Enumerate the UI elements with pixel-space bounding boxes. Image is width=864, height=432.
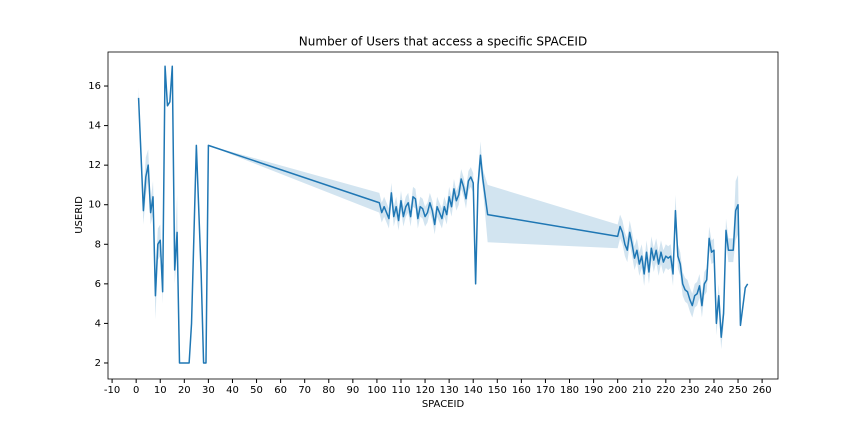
y-tick-label: 14 [88, 121, 101, 132]
x-tick-label: 180 [560, 385, 579, 396]
y-tick-label: 16 [88, 81, 101, 92]
y-axis-label: USERID [74, 196, 85, 234]
line [137, 65, 749, 364]
x-tick-label: 20 [178, 385, 191, 396]
y-tick-label: 10 [88, 200, 101, 211]
x-tick-label: 120 [416, 385, 435, 396]
x-tick-label: -10 [104, 385, 120, 396]
x-tick-label: 70 [298, 385, 311, 396]
x-tick-label: 230 [680, 385, 699, 396]
x-tick-label: 220 [656, 385, 675, 396]
x-tick-label: 130 [440, 385, 459, 396]
x-tick-label: 140 [464, 385, 483, 396]
x-axis-label: SPACEID [422, 399, 465, 410]
x-tick-label: 80 [322, 385, 335, 396]
x-tick-label: 190 [584, 385, 603, 396]
x-tick-label: 200 [608, 385, 627, 396]
x-tick-label: 50 [250, 385, 263, 396]
x-tick-label: 250 [728, 385, 747, 396]
x-tick-label: 260 [753, 385, 772, 396]
x-tick-label: 160 [512, 385, 531, 396]
x-tick-label: 240 [704, 385, 723, 396]
y-tick-label: 2 [95, 358, 101, 369]
x-tick-label: 100 [367, 385, 386, 396]
x-tick-label: 10 [154, 385, 167, 396]
plot-frame [107, 51, 779, 380]
x-tick-label: 40 [226, 385, 239, 396]
x-tick-label: 30 [202, 385, 215, 396]
x-tick-label: 170 [536, 385, 555, 396]
y-tick-label: 12 [88, 160, 101, 171]
x-tick-label: 0 [133, 385, 139, 396]
x-tick-label: 110 [391, 385, 410, 396]
chart-title: Number of Users that access a specific S… [299, 35, 587, 49]
x-tick-label: 90 [346, 385, 359, 396]
x-tick-label: 210 [632, 385, 651, 396]
x-tick-label: 150 [488, 385, 507, 396]
x-tick-label: 60 [274, 385, 287, 396]
y-tick-label: 4 [95, 318, 101, 329]
y-tick-label: 8 [95, 239, 101, 250]
y-tick-label: 6 [95, 279, 101, 290]
